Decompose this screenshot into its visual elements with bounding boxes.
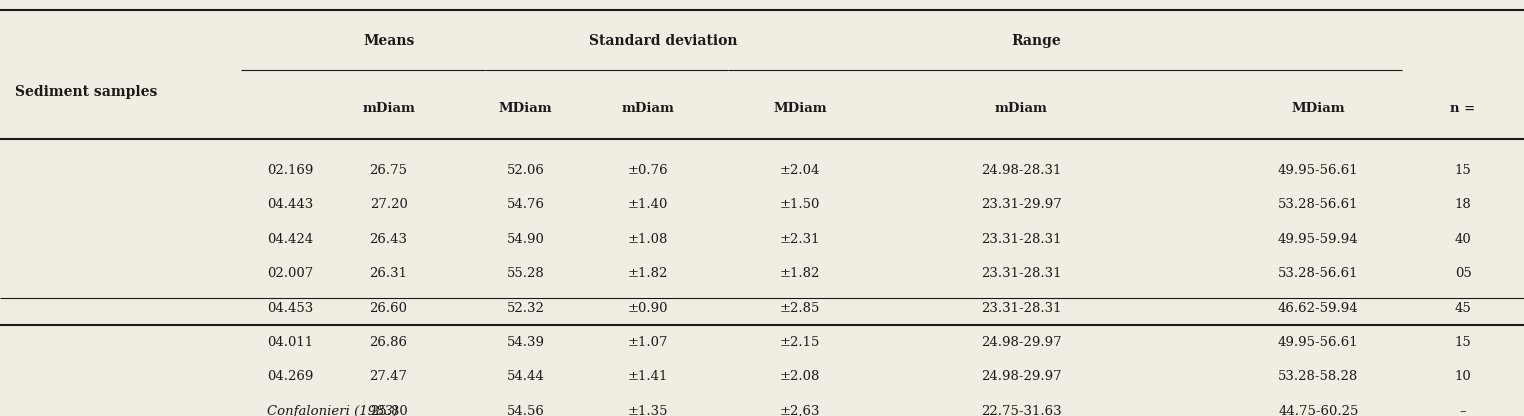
Text: 24.98-28.31: 24.98-28.31 xyxy=(981,164,1061,177)
Text: 04.443: 04.443 xyxy=(267,198,312,211)
Text: 46.62-59.94: 46.62-59.94 xyxy=(1279,302,1358,314)
Text: MDiam: MDiam xyxy=(773,102,828,115)
Text: 26.60: 26.60 xyxy=(370,302,407,314)
Text: ±0.90: ±0.90 xyxy=(628,302,668,314)
Text: ±1.35: ±1.35 xyxy=(628,405,668,416)
Text: ±2.31: ±2.31 xyxy=(780,233,820,246)
Text: 54.56: 54.56 xyxy=(507,405,544,416)
Text: 04.011: 04.011 xyxy=(267,336,312,349)
Text: 23.31-29.97: 23.31-29.97 xyxy=(981,198,1061,211)
Text: Means: Means xyxy=(363,34,415,48)
Text: 52.32: 52.32 xyxy=(507,302,544,314)
Text: 23.31-28.31: 23.31-28.31 xyxy=(981,267,1061,280)
Text: ±2,63: ±2,63 xyxy=(780,405,820,416)
Text: Range: Range xyxy=(1012,34,1061,48)
Text: 27.47: 27.47 xyxy=(370,371,407,384)
Text: 44.75-60.25: 44.75-60.25 xyxy=(1279,405,1358,416)
Text: 04.453: 04.453 xyxy=(267,302,312,314)
Text: 26.43: 26.43 xyxy=(370,233,407,246)
Text: 05: 05 xyxy=(1455,267,1471,280)
Text: 49.95-59.94: 49.95-59.94 xyxy=(1279,233,1358,246)
Text: ±2.04: ±2.04 xyxy=(780,164,820,177)
Text: ±0.76: ±0.76 xyxy=(628,164,668,177)
Text: 04.269: 04.269 xyxy=(267,371,312,384)
Text: 02.007: 02.007 xyxy=(267,267,312,280)
Text: –: – xyxy=(1460,405,1466,416)
Text: 24.98-29.97: 24.98-29.97 xyxy=(981,371,1061,384)
Text: 23.31-28.31: 23.31-28.31 xyxy=(981,302,1061,314)
Text: 52.06: 52.06 xyxy=(507,164,544,177)
Text: n =: n = xyxy=(1451,102,1475,115)
Text: ±1.08: ±1.08 xyxy=(628,233,668,246)
Text: 27.20: 27.20 xyxy=(370,198,407,211)
Text: 26.75: 26.75 xyxy=(370,164,407,177)
Text: 40: 40 xyxy=(1455,233,1471,246)
Text: ±1.82: ±1.82 xyxy=(780,267,820,280)
Text: MDiam: MDiam xyxy=(1291,102,1346,115)
Text: ±2.15: ±2.15 xyxy=(780,336,820,349)
Text: ±1.82: ±1.82 xyxy=(628,267,668,280)
Text: 23.31-28.31: 23.31-28.31 xyxy=(981,233,1061,246)
Text: MDiam: MDiam xyxy=(498,102,553,115)
Text: mDiam: mDiam xyxy=(622,102,674,115)
Text: 49.95-56.61: 49.95-56.61 xyxy=(1279,336,1358,349)
Text: ±1.50: ±1.50 xyxy=(780,198,820,211)
Text: Sediment samples: Sediment samples xyxy=(15,85,157,99)
Text: 02.169: 02.169 xyxy=(267,164,312,177)
Text: 04.424: 04.424 xyxy=(267,233,312,246)
Text: 18: 18 xyxy=(1455,198,1471,211)
Text: 54.76: 54.76 xyxy=(507,198,544,211)
Text: 25.80: 25.80 xyxy=(370,405,407,416)
Text: 54.90: 54.90 xyxy=(507,233,544,246)
Text: 54.39: 54.39 xyxy=(507,336,544,349)
Text: 53.28-56.61: 53.28-56.61 xyxy=(1279,267,1358,280)
Text: ±1.07: ±1.07 xyxy=(628,336,668,349)
Text: mDiam: mDiam xyxy=(995,102,1047,115)
Text: ±1.40: ±1.40 xyxy=(628,198,668,211)
Text: ±2.85: ±2.85 xyxy=(780,302,820,314)
Text: Standard deviation: Standard deviation xyxy=(588,34,738,48)
Text: 15: 15 xyxy=(1455,164,1471,177)
Text: 26.31: 26.31 xyxy=(370,267,407,280)
Text: 26.86: 26.86 xyxy=(370,336,407,349)
Text: 55.28: 55.28 xyxy=(507,267,544,280)
Text: 45: 45 xyxy=(1455,302,1471,314)
Text: ±1.41: ±1.41 xyxy=(628,371,668,384)
Text: 22.75-31.63: 22.75-31.63 xyxy=(981,405,1061,416)
Text: 53.28-58.28: 53.28-58.28 xyxy=(1279,371,1358,384)
Text: 10: 10 xyxy=(1455,371,1471,384)
Text: Confalonieri (1983): Confalonieri (1983) xyxy=(267,405,398,416)
Text: 53.28-56.61: 53.28-56.61 xyxy=(1279,198,1358,211)
Text: 54.44: 54.44 xyxy=(507,371,544,384)
Text: 24.98-29.97: 24.98-29.97 xyxy=(981,336,1061,349)
Text: mDiam: mDiam xyxy=(363,102,415,115)
Text: 15: 15 xyxy=(1455,336,1471,349)
Text: 49.95-56.61: 49.95-56.61 xyxy=(1279,164,1358,177)
Text: ±2.08: ±2.08 xyxy=(780,371,820,384)
